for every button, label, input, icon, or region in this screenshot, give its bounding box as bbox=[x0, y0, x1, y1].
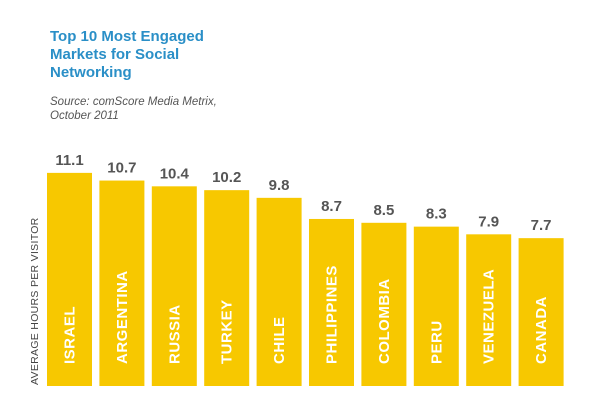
value-label-venezuela: 7.9 bbox=[478, 213, 499, 230]
bar-peru bbox=[413, 226, 459, 386]
bar-colombia bbox=[361, 222, 407, 386]
value-label-chile: 9.8 bbox=[269, 177, 290, 194]
bar-canada bbox=[518, 238, 564, 386]
value-label-israel: 11.1 bbox=[55, 152, 83, 169]
bars-group: 11.1 ISRAEL 10.7 ARGENTINA 10.4 RUSSIA 10.2 TUR… bbox=[47, 152, 564, 386]
bar-israel bbox=[47, 172, 92, 386]
category-label-russia: RUSSIA bbox=[166, 304, 183, 364]
value-label-argentina: 10.7 bbox=[107, 160, 136, 177]
category-label-chile: CHILE bbox=[271, 317, 288, 365]
value-label-turkey: 10.2 bbox=[212, 169, 241, 186]
bar-russia bbox=[151, 186, 197, 386]
bar-chile bbox=[256, 197, 302, 386]
bar-argentina bbox=[99, 180, 145, 386]
value-label-peru: 8.3 bbox=[426, 206, 447, 223]
category-label-turkey: TURKEY bbox=[219, 299, 236, 364]
category-label-venezuela: VENEZUELA bbox=[481, 269, 498, 364]
y-axis-label: AVERAGE HOURS PER VISITOR bbox=[29, 217, 41, 385]
value-label-russia: 10.4 bbox=[160, 165, 190, 182]
value-label-canada: 7.7 bbox=[531, 217, 552, 234]
category-label-peru: PERU bbox=[428, 320, 445, 364]
category-label-canada: CANADA bbox=[533, 296, 550, 364]
bar-venezuela bbox=[466, 234, 512, 386]
value-label-colombia: 8.5 bbox=[373, 202, 394, 219]
chart-source: Source: comScore Media Metrix, October 2… bbox=[50, 96, 217, 122]
category-label-philippines: PHILIPPINES bbox=[324, 265, 341, 364]
bar-philippines bbox=[309, 218, 354, 386]
bar-turkey bbox=[204, 190, 250, 386]
category-label-argentina: ARGENTINA bbox=[114, 270, 131, 364]
category-label-israel: ISRAEL bbox=[62, 306, 79, 364]
category-label-colombia: COLOMBIA bbox=[376, 278, 393, 364]
value-label-philippines: 8.7 bbox=[321, 198, 342, 215]
chart-title: Top 10 Most Engaged Markets for Social N… bbox=[50, 28, 204, 81]
